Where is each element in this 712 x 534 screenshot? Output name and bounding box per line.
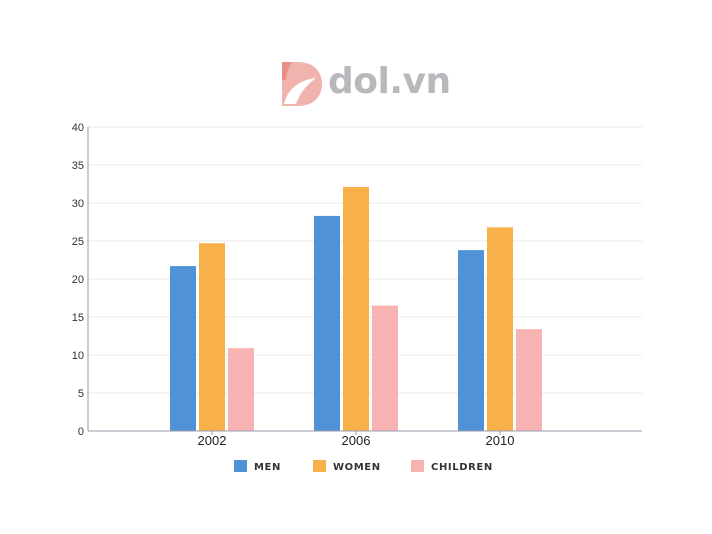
bar-men-2010 — [458, 250, 484, 431]
legend-swatch-men — [234, 460, 247, 472]
y-tick-label: 25 — [72, 236, 84, 248]
legend-swatch-women — [313, 460, 326, 472]
y-tick-label: 20 — [72, 274, 84, 286]
brand-name: dol.vn — [328, 61, 451, 102]
bars — [170, 187, 542, 431]
bar-women-2002 — [199, 243, 225, 431]
legend-label-women: WOMEN — [333, 462, 381, 473]
legend-label-men: MEN — [254, 462, 281, 473]
y-tick-label: 10 — [72, 350, 84, 362]
y-axis-ticks: 0 5 10 15 20 25 30 35 40 — [72, 122, 84, 438]
y-tick-label: 15 — [72, 312, 84, 324]
y-tick-label: 35 — [72, 160, 84, 172]
dol-logo-icon — [282, 62, 322, 106]
y-tick-label: 5 — [78, 388, 84, 400]
x-axis-ticks: 2002 2006 2010 — [198, 431, 515, 448]
y-tick-label: 40 — [72, 122, 84, 134]
legend-swatch-children — [411, 460, 424, 472]
legend-label-children: CHILDREN — [431, 462, 493, 473]
y-tick-label: 30 — [72, 198, 84, 210]
bar-men-2006 — [314, 215, 340, 431]
legend: MEN WOMEN CHILDREN — [234, 460, 493, 473]
x-tick-label: 2006 — [342, 433, 371, 448]
x-tick-label: 2002 — [198, 433, 227, 448]
bar-children-2002 — [228, 348, 254, 431]
bar-women-2010 — [487, 227, 513, 431]
bar-children-2010 — [516, 329, 542, 431]
brand-logo: dol.vn — [278, 58, 451, 110]
y-tick-label: 0 — [78, 426, 84, 438]
bar-children-2006 — [372, 305, 398, 431]
axes — [87, 127, 642, 432]
bar-women-2006 — [343, 187, 369, 431]
bar-men-2002 — [170, 266, 196, 431]
x-tick-label: 2010 — [486, 433, 515, 448]
